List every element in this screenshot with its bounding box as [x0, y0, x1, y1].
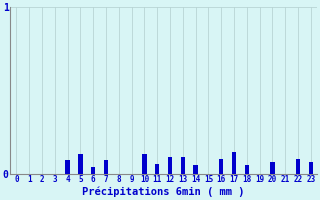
X-axis label: Précipitations 6min ( mm ): Précipitations 6min ( mm ) [82, 187, 245, 197]
Bar [308, 162, 313, 174]
Bar [180, 157, 185, 174]
Bar [168, 157, 172, 174]
Bar [270, 162, 275, 174]
Bar [232, 152, 236, 174]
Bar [296, 159, 300, 174]
Bar [104, 160, 108, 174]
Bar [142, 154, 147, 174]
Bar [65, 160, 70, 174]
Bar [244, 165, 249, 174]
Bar [91, 167, 95, 174]
Bar [219, 159, 223, 174]
Bar [193, 165, 198, 174]
Bar [155, 164, 159, 174]
Bar [78, 154, 83, 174]
